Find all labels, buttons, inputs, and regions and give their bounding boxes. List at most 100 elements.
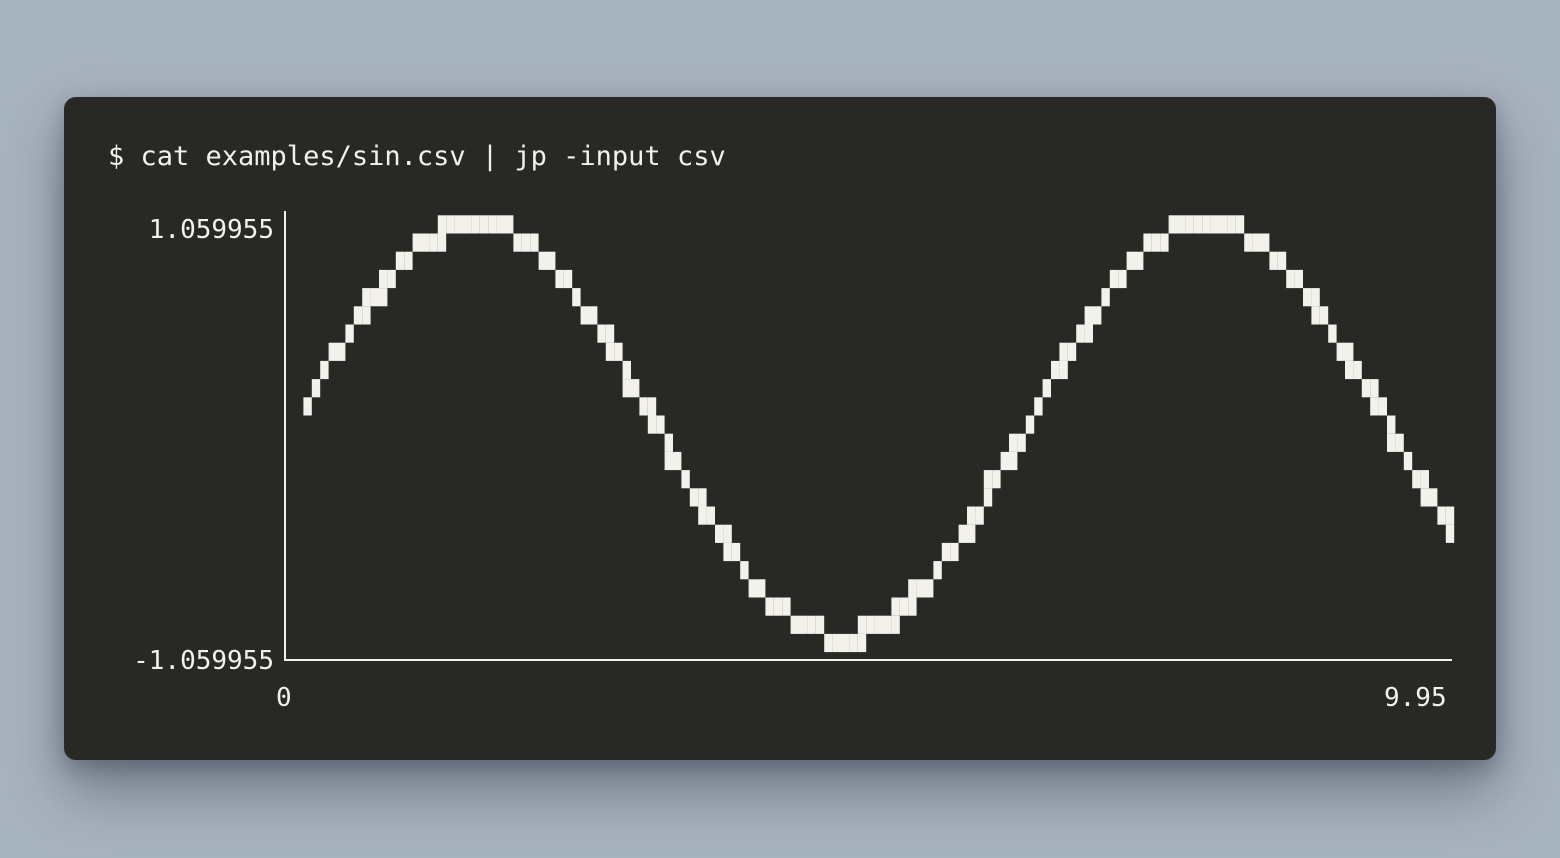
plot-point [1269,251,1278,270]
plot-point [345,324,354,343]
plot-point [790,615,799,634]
plot-point [899,597,909,616]
y-axis-max-label: 1.059955 [148,215,274,245]
plot-point [908,579,917,598]
y-axis-min-label: -1.059955 [133,646,274,676]
plot-point [723,524,732,543]
plot-point [857,615,867,634]
plot-point [689,488,699,507]
plot-point [530,233,539,252]
plot-point [513,233,522,252]
plot-point [1361,379,1371,398]
plot-point [925,579,934,598]
plot-point [799,615,808,634]
plot-point [538,251,547,270]
plot-point [1067,342,1077,361]
plot-point [1076,324,1085,343]
plot-point [1025,415,1035,434]
plot-point [1000,451,1009,471]
plot-point [723,542,732,562]
plot-point [1387,415,1396,434]
plot-point [563,269,573,289]
plot-point [1420,470,1429,489]
plot-point [1219,215,1228,234]
plot-point [891,597,900,616]
plot-point [1009,451,1018,471]
plot-point [992,470,1001,489]
plot-point [1328,324,1337,343]
plot-point [1445,524,1455,543]
plot-point [1244,233,1253,252]
plot-point [1420,488,1429,507]
plot-point [496,215,505,234]
plot-point [622,379,631,398]
ascii-plot [284,211,1455,661]
plot-point [622,360,631,380]
plot-point [815,615,825,634]
plot-point [1193,215,1203,234]
plot-point [353,306,363,325]
plot-point [1345,342,1354,361]
plot-point [597,324,606,343]
plot-point [967,506,976,525]
plot-point [429,233,438,252]
plot-point [379,288,388,307]
plot-point [1353,360,1362,380]
plot-point [605,324,615,343]
sine-series [303,215,1455,653]
plot-point [1185,215,1194,234]
plot-point [983,488,993,507]
x-axis-max-label: 9.95 [1384,683,1447,713]
plot-point [320,360,329,380]
plot-point [647,415,657,434]
plot-point [1042,379,1051,398]
plot-point [857,633,867,653]
plot-point [1093,306,1102,325]
plot-point [555,269,564,289]
plot-point [572,288,581,307]
plot-point [933,561,942,580]
plot-point [1059,360,1068,380]
plot-point [958,524,967,543]
plot-point [1370,397,1379,416]
plot-point [731,542,741,562]
plot-point [614,342,623,361]
plot-point [1311,288,1320,307]
plot-point [832,633,841,653]
plot-point [1412,470,1421,489]
plot-point [908,597,917,616]
plot-point [639,397,648,416]
plot-point [1009,433,1018,452]
plot-point [547,251,556,270]
plot-point [311,379,321,398]
plot-point [1261,233,1270,252]
plot-point [967,524,976,543]
plot-point [1151,233,1161,252]
plot-point [471,215,480,234]
plot-point [1017,433,1026,452]
plot-point [1445,506,1455,525]
terminal-window[interactable]: $ cat examples/sin.csv | jp -input csv 1… [64,97,1496,760]
plot-point [1084,324,1093,343]
plot-point [1084,306,1093,325]
plot-point [1202,215,1211,234]
plot-point [479,215,489,234]
plot-point [1168,215,1177,234]
plot-point [454,215,463,234]
plot-point [404,251,413,270]
plot-point [387,269,396,289]
plot-point [807,615,816,634]
plot-point [1177,215,1186,234]
plot-point [824,633,833,653]
plot-point [706,506,715,525]
plot-point [1345,360,1354,380]
plot-point [1395,433,1404,452]
plot-point [1403,451,1413,471]
plot-point [437,215,447,234]
plot-point [1336,342,1345,361]
plot-point [715,524,724,543]
plot-point [303,397,312,416]
plot-point [1378,397,1387,416]
command-line: $ cat examples/sin.csv | jp -input csv [108,141,726,172]
plot-point [941,542,951,562]
